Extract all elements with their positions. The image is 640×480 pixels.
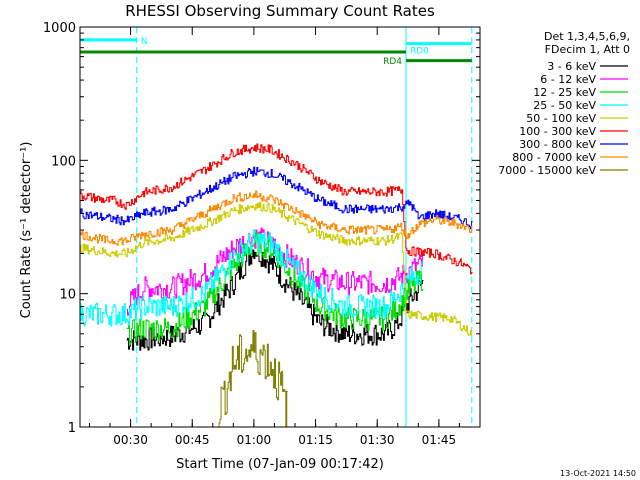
series-line-1 — [126, 227, 424, 316]
series-line-6 — [80, 166, 473, 230]
attenuator-label-0: N — [141, 37, 148, 47]
attenuator-label-2: RD4 — [383, 57, 402, 67]
legend-header-0: Det 1,3,4,5,6,9, — [544, 30, 630, 43]
legend-header-1: FDecim 1, Att 0 — [545, 43, 630, 56]
legend-label-3: 25 - 50 keV — [533, 99, 596, 112]
series-line-5 — [80, 143, 473, 275]
legend-label-8: 7000 - 15000 keV — [498, 164, 596, 177]
chart-title: RHESSI Observing Summary Count Rates — [125, 2, 435, 20]
series-line-8 — [216, 330, 288, 427]
legend: Det 1,3,4,5,6,9,FDecim 1, Att 0 3 - 6 keV… — [498, 30, 630, 177]
y-tick-label-0: 1 — [68, 421, 76, 436]
legend-label-6: 300 - 800 keV — [519, 138, 596, 151]
series-line-7 — [80, 190, 473, 246]
series-line-4 — [80, 201, 473, 337]
plot-area: N RD0 RD4 — [80, 27, 473, 427]
legend-label-4: 50 - 100 keV — [526, 112, 596, 125]
y-tick-label-2: 100 — [51, 154, 76, 169]
x-axis-label: Start Time (07-Jan-09 00:17:42) — [176, 457, 384, 472]
y-axis-label: Count Rate (s⁻¹ detector⁻¹) — [19, 142, 34, 319]
x-tick-label-0: 00:30 — [113, 433, 148, 447]
y-tick-label-1: 10 — [59, 288, 76, 303]
legend-label-7: 800 - 7000 keV — [512, 151, 596, 164]
footer-timestamp: 13-Oct-2021 14:50 — [560, 469, 636, 478]
legend-label-1: 6 - 12 keV — [540, 73, 596, 86]
legend-label-5: 100 - 300 keV — [519, 125, 596, 138]
y-tick-label-3: 1000 — [43, 21, 76, 36]
legend-label-2: 12 - 25 keV — [533, 86, 596, 99]
legend-label-0: 3 - 6 keV — [547, 60, 596, 73]
x-tick-label-3: 01:15 — [298, 433, 333, 447]
plot-frame — [79, 26, 481, 428]
x-tick-label-4: 01:30 — [360, 433, 395, 447]
attenuator-label-1: RD0 — [410, 47, 429, 57]
x-tick-label-1: 00:45 — [175, 433, 210, 447]
x-axis: 00:30 00:45 01:00 01:15 01:30 01:45 — [88, 27, 481, 447]
series-line-3 — [80, 229, 424, 327]
x-tick-label-5: 01:45 — [422, 433, 457, 447]
x-tick-label-2: 01:00 — [237, 433, 272, 447]
y-axis: 1 10 100 1000 — [43, 21, 480, 436]
